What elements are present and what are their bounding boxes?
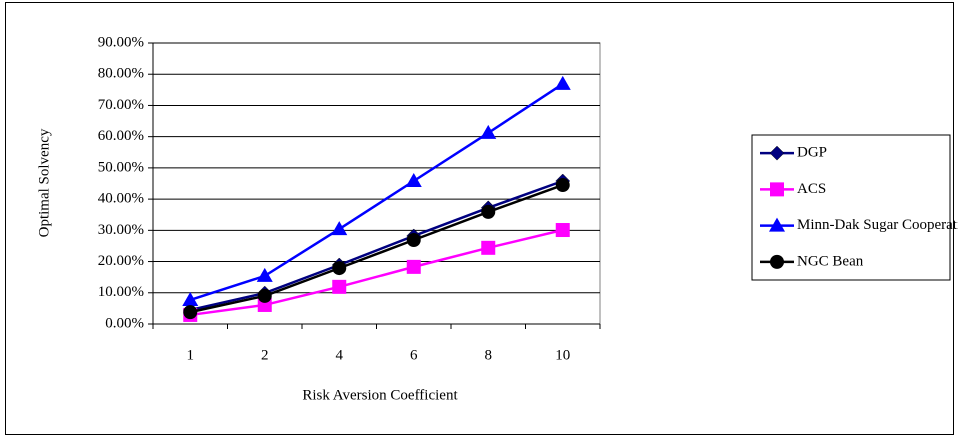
marker: [257, 288, 272, 303]
y-tick-label: 10.00%: [98, 284, 144, 300]
marker: [332, 261, 347, 276]
marker: [770, 182, 784, 197]
legend-label: ACS: [797, 181, 826, 197]
marker: [481, 204, 496, 219]
marker: [480, 124, 497, 139]
marker: [555, 178, 570, 193]
legend: [751, 134, 951, 281]
y-axis-label: Optimal Solvency: [36, 128, 52, 237]
marker: [405, 173, 422, 188]
marker: [554, 75, 571, 90]
marker: [406, 259, 421, 274]
y-tick-label: 60.00%: [98, 128, 144, 144]
marker: [406, 233, 421, 248]
y-tick-label: 40.00%: [98, 191, 144, 207]
marker: [770, 254, 784, 269]
x-tick-label: 6: [410, 347, 418, 363]
y-tick-label: 80.00%: [98, 66, 144, 82]
legend-label: DGP: [797, 145, 827, 161]
series-line: [189, 82, 564, 302]
y-tick-label: 20.00%: [98, 253, 144, 269]
x-tick-label: 8: [485, 347, 493, 363]
y-tick-label: 50.00%: [98, 159, 144, 175]
marker: [182, 291, 199, 306]
marker: [256, 267, 273, 282]
x-tick-label: 1: [187, 347, 195, 363]
marker: [769, 145, 785, 161]
x-tick-label: 10: [555, 347, 570, 363]
plot-area: [152, 42, 601, 325]
series-line: [189, 179, 564, 312]
y-tick-label: 0.00%: [105, 315, 144, 331]
x-tick-label: 2: [261, 347, 269, 363]
y-tick-label: 30.00%: [98, 222, 144, 238]
marker: [769, 217, 785, 232]
marker: [555, 223, 570, 238]
legend-label: NGC Bean: [797, 253, 864, 269]
y-tick-label: 90.00%: [98, 34, 144, 50]
legend-label: Minn-Dak Sugar Cooperative: [797, 217, 958, 233]
marker: [331, 221, 348, 236]
x-axis-label: Risk Aversion Coefficient: [302, 387, 458, 403]
x-tick-label: 4: [336, 347, 344, 363]
series-line: [189, 183, 564, 314]
marker: [481, 240, 496, 255]
marker: [183, 305, 198, 320]
y-tick-label: 70.00%: [98, 97, 144, 113]
marker: [332, 279, 347, 294]
series-line: [190, 228, 564, 317]
